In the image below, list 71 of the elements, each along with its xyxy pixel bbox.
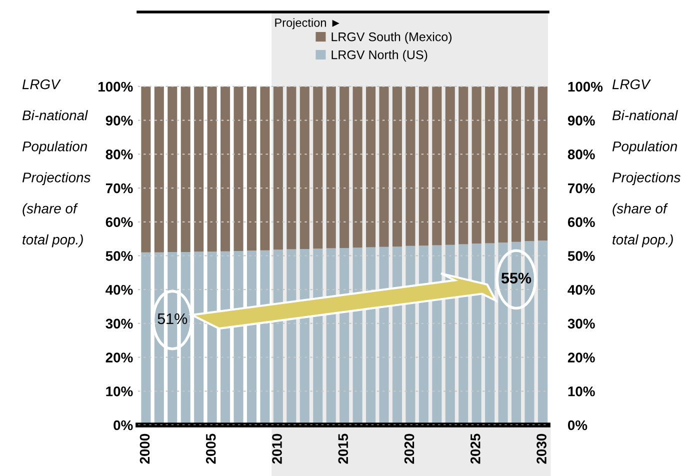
y2-tick-label: 50% (568, 251, 595, 261)
bar (194, 86, 204, 252)
band-label: Projection ► (275, 18, 340, 30)
x-tick-label: 2005 (206, 434, 216, 464)
bar (366, 86, 376, 248)
bar (538, 86, 548, 241)
annotation: 55% (501, 272, 532, 284)
bar (498, 86, 508, 243)
legend-label: LRGV South (Mexico) (332, 32, 452, 44)
y2-tick-label: 80% (568, 150, 595, 160)
bar (168, 86, 178, 252)
y2-tick-label: 30% (568, 318, 595, 329)
y-tick-label: 90% (106, 116, 133, 126)
bar (220, 86, 230, 252)
y-tick-label: 20% (106, 352, 133, 362)
bar (458, 86, 468, 244)
x-tick-label: 2030 (536, 434, 546, 464)
bar (246, 86, 257, 251)
bar (141, 86, 151, 252)
bar (194, 252, 204, 425)
bar (392, 86, 402, 247)
bar (154, 86, 164, 252)
y-tick-label: 0% (114, 420, 133, 430)
y2-tick-label: 60% (568, 217, 595, 228)
bar (379, 86, 389, 247)
y2-tick-label: 0% (568, 420, 588, 430)
bar (406, 86, 416, 246)
bar (340, 86, 350, 248)
bar (207, 86, 217, 252)
y-tick-label: 80% (106, 150, 133, 160)
x-tick-label: 2000 (140, 434, 150, 464)
text: LRGV Bi-national Population Projections (share of total pop.) (612, 79, 680, 248)
y-tick-label: 50% (106, 251, 133, 261)
y-tick-label: 30% (106, 318, 133, 329)
bar (141, 252, 151, 425)
y-tick-label: 40% (106, 284, 133, 295)
bar (432, 86, 442, 246)
legend-label: LRGV North (US) (332, 50, 428, 62)
bar (180, 86, 190, 252)
y2-tick-label: 100% (568, 82, 603, 92)
bar (524, 86, 534, 242)
annotation: 51% (158, 313, 188, 324)
y2-tick-label: 70% (568, 183, 595, 194)
bar (485, 243, 495, 425)
bar (418, 86, 428, 246)
x-tick-label: 2025 (470, 434, 480, 464)
y2-tick-label: 90% (568, 116, 595, 126)
y2-tick-label: 20% (568, 352, 595, 362)
bar (260, 86, 270, 250)
x-tick-label: 2015 (338, 434, 348, 464)
bar (485, 86, 495, 244)
x-tick-label: 2020 (404, 434, 414, 464)
bar (538, 240, 548, 425)
text: LRGV Bi-national Population Projections (share of total pop.) (22, 79, 90, 248)
bar (313, 86, 323, 249)
bar (234, 86, 244, 251)
x-tick-label: 2010 (272, 434, 282, 464)
y-tick-label: 70% (106, 183, 133, 194)
bar (326, 86, 336, 248)
bar (445, 86, 455, 245)
bar (286, 86, 296, 250)
bar (511, 86, 522, 242)
y2-tick-label: 10% (568, 386, 595, 396)
y-tick-label: 60% (106, 217, 133, 228)
bar (273, 86, 283, 250)
y-tick-label: 10% (106, 386, 133, 396)
y-tick-label: 100% (98, 82, 133, 92)
bar (352, 86, 362, 248)
bar (300, 86, 310, 249)
bar (472, 86, 482, 244)
y2-tick-label: 40% (568, 284, 595, 295)
